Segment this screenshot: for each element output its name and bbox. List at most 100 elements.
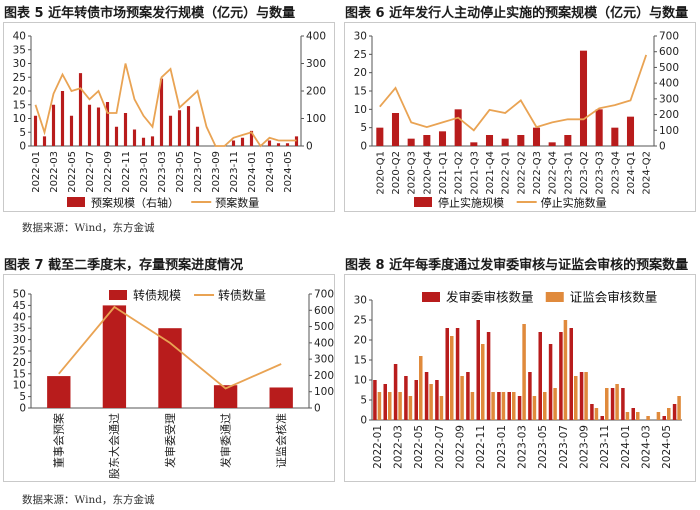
- bar-fig8-s0: [528, 372, 532, 420]
- x-tick-label: 2024-01: [620, 425, 632, 469]
- legend-swatch-bar: [545, 292, 564, 302]
- x-tick-label: 2022-01: [372, 425, 384, 469]
- bar-fig6-s0: [626, 116, 635, 146]
- bar-fig8-s1: [439, 396, 444, 420]
- y-left-tick-label: 15: [354, 86, 367, 98]
- bar-fig8-s1: [594, 408, 599, 420]
- bar-fig7-s0: [47, 376, 71, 408]
- legend-swatch-bar: [67, 197, 85, 207]
- y-left-tick-label: 20: [13, 86, 26, 98]
- bar-fig8-s0: [486, 332, 491, 420]
- y-right-tick-label: 100: [314, 386, 334, 398]
- bar-fig6-s0: [423, 135, 431, 146]
- bar-fig6-s0: [532, 127, 541, 146]
- y-left-tick-label: 35: [13, 323, 26, 335]
- x-tick-label: 2023-03: [157, 151, 168, 193]
- bar-fig5-s0: [276, 143, 281, 146]
- y-right-tick-label: 400: [659, 78, 679, 90]
- x-tick-label: 2022-Q3: [532, 151, 543, 195]
- x-tick-label: 发审委通过: [218, 413, 232, 468]
- bar-fig8-s1: [615, 384, 619, 420]
- bar-fig5-s0: [105, 102, 110, 146]
- bar-fig7-s0: [158, 328, 182, 408]
- legend-label: 转债数量: [218, 288, 266, 303]
- x-tick-label: 2024-Q2: [642, 151, 653, 195]
- x-tick-label: 2022-Q1: [501, 151, 512, 195]
- x-tick-label: 2022-09: [455, 425, 467, 469]
- x-tick-label: 2023-Q4: [610, 151, 621, 195]
- x-tick-label: 2023-11: [229, 151, 240, 193]
- fig6-frame: [344, 22, 696, 212]
- y-right-tick-label: 700: [314, 289, 334, 301]
- bar-fig5-s0: [240, 137, 245, 146]
- x-tick-label: 2023-01: [139, 151, 150, 193]
- y-right-tick-label: 500: [659, 62, 679, 74]
- bar-fig8-s1: [429, 384, 433, 420]
- bar-fig8-s1: [584, 372, 588, 420]
- bar-fig6-s0: [391, 113, 400, 146]
- bar-fig6-s0: [438, 131, 447, 146]
- y-left-tick-label: 0: [19, 141, 26, 153]
- fig6-title: 图表 6 近年发行人主动停止实施的预案规模（亿元）与数量: [345, 6, 689, 21]
- y-right-tick-label: 300: [306, 58, 326, 70]
- bar-fig6-s0: [611, 127, 619, 146]
- fig8-title: 图表 8 近年每季度通过发审委审核与证监会审核的预案数量: [345, 258, 689, 273]
- bar-fig6-s0: [517, 135, 525, 146]
- x-tick-label: 2022-Q2: [516, 151, 527, 195]
- line-fig5: [34, 63, 297, 148]
- y-right-tick-label: 300: [314, 354, 334, 366]
- bar-fig8-s1: [470, 392, 475, 420]
- y-left-tick-label: 10: [354, 104, 367, 116]
- bar-fig8-s0: [548, 344, 553, 420]
- x-tick-label: 2022-Q4: [548, 151, 559, 195]
- x-tick-label: 2024-01: [247, 151, 258, 193]
- fig7-frame: [3, 274, 335, 482]
- bar-fig5-s0: [42, 136, 47, 146]
- x-tick-label: 2023-11: [599, 425, 611, 469]
- bar-fig8-s0: [600, 416, 604, 420]
- bar-fig7-s0: [269, 387, 293, 408]
- x-tick-label: 2020-Q3: [407, 151, 418, 195]
- bar-fig8-s1: [543, 392, 547, 420]
- y-left-tick-label: 5: [360, 122, 367, 134]
- bar-fig8-s1: [636, 412, 640, 420]
- bar-fig5-s0: [69, 115, 74, 146]
- bar-fig8-s0: [631, 408, 635, 420]
- y-left-tick-label: 25: [354, 315, 367, 327]
- y-left-tick-label: 0: [19, 403, 26, 415]
- bar-fig5-s0: [114, 126, 119, 146]
- bar-fig5-s0: [96, 107, 101, 146]
- bar-fig8-s0: [621, 388, 625, 420]
- x-tick-label: 2021-Q3: [469, 151, 480, 195]
- fig5-frame: [3, 22, 335, 212]
- bar-fig8-s0: [559, 332, 563, 420]
- y-left-tick-label: 25: [13, 346, 26, 358]
- bar-fig8-s1: [677, 396, 681, 420]
- bar-fig5-s0: [123, 113, 128, 146]
- y-left-tick-label: 10: [354, 375, 367, 387]
- bar-fig6-s0: [454, 109, 462, 146]
- source-note-top: 数据来源：Wind，东方金诚: [22, 222, 155, 234]
- bar-fig8-s0: [373, 380, 377, 420]
- x-tick-label: 2022-03: [49, 151, 60, 193]
- y-right-tick-label: 200: [306, 86, 326, 98]
- x-tick-label: 2024-05: [283, 151, 294, 193]
- bar-fig8-s0: [476, 320, 480, 420]
- bar-fig8-s0: [455, 328, 460, 420]
- fig7-title: 图表 7 截至二季度末，存量预案进度情况: [4, 258, 244, 273]
- bar-fig7-s0: [213, 385, 238, 408]
- x-tick-label: 证监会核准: [274, 413, 288, 468]
- x-tick-label: 2023-05: [175, 151, 186, 193]
- x-tick-label: 2023-01: [496, 425, 508, 469]
- bar-fig5-s0: [195, 126, 200, 146]
- x-tick-label: 2021-Q2: [454, 151, 465, 195]
- y-right-tick-label: 300: [659, 93, 679, 105]
- x-tick-label: 发审委受理: [163, 413, 177, 468]
- bar-fig5-s0: [60, 91, 65, 146]
- bar-fig8-s1: [481, 344, 485, 420]
- legend-label: 停止实施规模: [438, 196, 504, 210]
- bar-fig6-s0: [501, 138, 509, 146]
- bar-fig8-s1: [625, 412, 630, 420]
- legend-label: 转债规模: [133, 288, 181, 303]
- x-tick-label: 2023-05: [537, 425, 549, 469]
